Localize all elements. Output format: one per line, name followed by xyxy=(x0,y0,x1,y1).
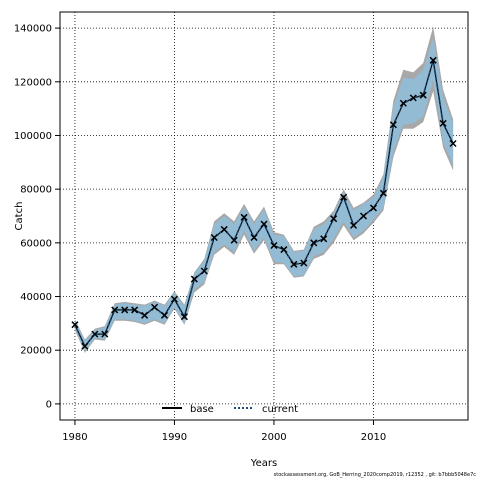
x-tick-label: 2000 xyxy=(261,432,286,443)
catch-point xyxy=(260,220,268,228)
y-tick-label: 0 xyxy=(46,399,52,410)
catch-point xyxy=(210,233,218,242)
catch-point xyxy=(330,215,338,223)
catch-point xyxy=(101,330,109,338)
catch-point xyxy=(240,213,248,221)
y-tick-label: 40000 xyxy=(20,292,52,303)
catch-point xyxy=(449,139,457,148)
x-tick-label: 1980 xyxy=(62,432,87,443)
catch-point xyxy=(81,342,89,350)
x-axis-ticks: 1980 1990 2000 2010 xyxy=(62,420,386,443)
y-tick-label: 20000 xyxy=(20,346,52,357)
catch-point xyxy=(310,239,318,247)
catch-point xyxy=(340,193,348,201)
catch-point xyxy=(91,330,99,338)
catch-point xyxy=(121,306,129,314)
catch-point xyxy=(71,321,79,329)
y-tick-label: 120000 xyxy=(14,77,52,88)
x-tick-label: 1990 xyxy=(162,432,187,443)
catch-point xyxy=(300,259,308,267)
current-confidence-band xyxy=(74,37,454,352)
y-tick-label: 140000 xyxy=(14,24,52,35)
catch-point xyxy=(200,267,208,275)
y-tick-label: 100000 xyxy=(14,131,52,142)
catch-point xyxy=(250,233,258,242)
catch-point xyxy=(141,311,149,319)
catch-point xyxy=(180,313,188,321)
x-tick-label: 2010 xyxy=(361,432,386,443)
catch-point xyxy=(350,221,358,229)
catch-point xyxy=(389,121,397,129)
legend-current-label: current xyxy=(262,404,298,415)
catch-point xyxy=(379,189,387,197)
catch-point xyxy=(359,212,368,220)
catch-point xyxy=(280,246,288,254)
y-axis-label: Catch xyxy=(14,202,25,231)
catch-point xyxy=(131,306,139,314)
plot-frame xyxy=(59,11,469,421)
catch-point xyxy=(399,99,407,107)
catch-point xyxy=(160,311,169,319)
y-axis-ticks: 0 20000 40000 60000 80000 100000 120000 140000 xyxy=(14,24,60,410)
uncertainty-bands xyxy=(74,26,454,353)
catch-point xyxy=(429,56,437,64)
catch-point xyxy=(369,204,377,212)
catch-points xyxy=(71,56,457,350)
catch-point xyxy=(419,91,427,99)
catch-point xyxy=(190,275,198,283)
catch-point xyxy=(290,260,298,268)
catch-point xyxy=(320,235,328,243)
current-series-line xyxy=(74,60,454,348)
catch-point xyxy=(170,295,178,303)
catch-point xyxy=(439,119,447,127)
legend-base-label: base xyxy=(190,404,214,415)
y-tick-label: 80000 xyxy=(20,185,52,196)
base-confidence-band xyxy=(74,26,454,353)
y-tick-label: 60000 xyxy=(20,238,52,249)
catch-point xyxy=(151,303,159,311)
footer-credit: stockassessment.org, GoB_Herring_2020com… xyxy=(273,472,476,478)
x-axis-label: Years xyxy=(250,458,277,469)
catch-point xyxy=(220,225,228,233)
catch-point xyxy=(111,306,119,314)
catch-point xyxy=(230,236,238,244)
catch-point xyxy=(409,94,417,102)
legend: base current xyxy=(162,404,298,415)
catch-point xyxy=(270,241,278,250)
